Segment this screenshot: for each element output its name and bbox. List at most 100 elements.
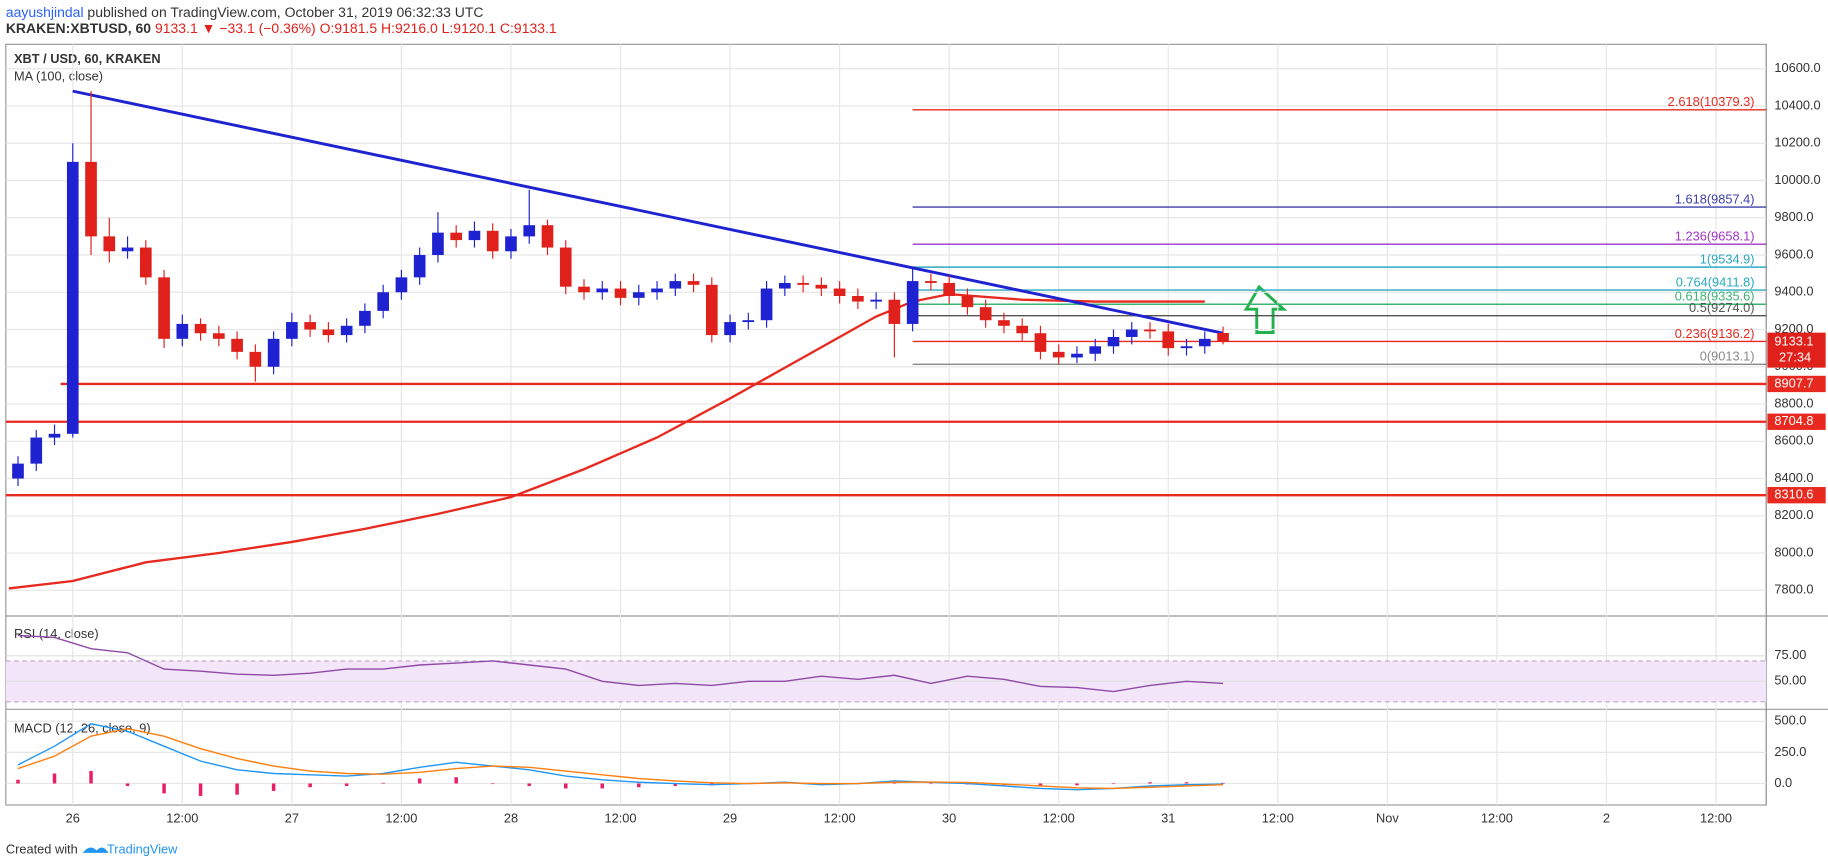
- fib-label: 0.5(9274.0): [1689, 300, 1755, 315]
- x-tick-label: 12:00: [824, 810, 856, 825]
- level-label-box: [1767, 375, 1826, 393]
- candle-body: [194, 323, 207, 334]
- macd-histogram-bar: [381, 782, 385, 784]
- macd-histogram-bar: [490, 783, 495, 785]
- macd-histogram-bar: [1038, 783, 1043, 786]
- x-tick-label: 31: [1161, 810, 1175, 825]
- candle-body: [286, 322, 298, 339]
- candle-body: [669, 281, 682, 289]
- macd-histogram-bar: [1148, 782, 1152, 784]
- candle-body: [450, 232, 463, 241]
- x-tick-label: 30: [942, 810, 956, 825]
- x-tick-label: 2: [1603, 810, 1610, 825]
- y-tick-label: 9800.0: [1774, 209, 1813, 224]
- macd-histogram-bar: [417, 778, 422, 784]
- header-line: aayushjindal published on TradingView.co…: [6, 4, 484, 20]
- candle-body: [322, 329, 335, 336]
- macd-histogram-bar: [527, 783, 531, 786]
- candle-body: [523, 225, 536, 237]
- candle-body: [1034, 333, 1047, 352]
- level-label: 8704.8: [1774, 413, 1813, 428]
- candle-body: [651, 288, 663, 293]
- x-tick-label: 12:00: [166, 810, 198, 825]
- level-label-box: [1767, 413, 1826, 430]
- candle-body: [103, 236, 116, 252]
- macd-histogram-bar: [271, 783, 276, 791]
- fib-label: 0.764(9411.8): [1676, 274, 1755, 289]
- candle-body: [30, 437, 43, 464]
- candle-body: [1107, 336, 1120, 347]
- up-arrow: [1243, 284, 1288, 334]
- candle-body: [48, 433, 61, 438]
- fib-label: 1(9534.9): [1700, 252, 1755, 267]
- y-tick-label: 8400.0: [1774, 470, 1813, 485]
- macd-histogram-bar: [198, 783, 203, 796]
- rsi-line: [17, 634, 1224, 693]
- ohlc: O:9181.5 H:9216.0 L:9120.1 C:9133.1: [320, 20, 557, 36]
- fib-label: 0.236(9136.2): [1675, 326, 1755, 341]
- candle-body: [267, 338, 280, 367]
- footer-brand: TradingView: [107, 842, 178, 857]
- x-tick-label: 12:00: [385, 810, 417, 825]
- macd-histogram-bar: [235, 783, 239, 795]
- macd-histogram-bar: [929, 783, 933, 785]
- candle-body: [998, 320, 1010, 326]
- candle-body: [596, 288, 609, 293]
- candle-body: [797, 282, 809, 285]
- candle-body: [888, 299, 901, 324]
- published: published on TradingView.com, October 31…: [87, 4, 483, 20]
- candle-body: [687, 281, 700, 285]
- fib-label: 1.236(9658.1): [1675, 229, 1755, 244]
- candle-body: [505, 236, 517, 252]
- candle-body: [359, 310, 371, 326]
- y-tick-label: 10000.0: [1774, 172, 1820, 187]
- candle-body: [1144, 329, 1156, 332]
- candle-body: [724, 322, 736, 336]
- y-tick-label: 10200.0: [1774, 135, 1820, 150]
- candle-body: [66, 161, 79, 434]
- macd-histogram-bar: [454, 777, 458, 784]
- y-tick-label: 8600.0: [1774, 433, 1813, 448]
- macd-histogram-bar: [673, 783, 678, 786]
- candle-body: [249, 351, 262, 367]
- footer-text: Created with: [6, 842, 78, 857]
- x-tick-label: 29: [723, 810, 737, 825]
- candle-body: [121, 247, 134, 252]
- candle-body: [377, 292, 389, 311]
- last-price-label: 9133.1: [1774, 333, 1813, 348]
- macd-tick-label: 250.0: [1774, 744, 1806, 759]
- y-tick-label: 10600.0: [1774, 60, 1820, 75]
- candle-body: [614, 288, 627, 298]
- y-tick-label: 9400.0: [1774, 284, 1813, 299]
- candle-body: [1198, 338, 1211, 347]
- y-tick-label: 8000.0: [1774, 544, 1813, 559]
- macd-histogram-bar: [308, 783, 312, 788]
- candle-body: [742, 320, 755, 323]
- ma-line: [8, 292, 1205, 590]
- last-price-box: [1767, 332, 1826, 368]
- macd-histogram-bar: [89, 771, 93, 784]
- macd-tick-label: 500.0: [1774, 713, 1806, 728]
- candle-body: [925, 281, 937, 283]
- symbol: KRAKEN:XBTUSD, 60: [6, 20, 151, 36]
- footer: Created with TradingView: [6, 842, 178, 857]
- candle-body: [85, 161, 97, 237]
- level-label: 8907.7: [1774, 375, 1813, 390]
- candle-body: [833, 288, 846, 296]
- macd-histogram-bar: [52, 773, 57, 784]
- candle-body: [1089, 346, 1102, 354]
- candle-body: [231, 338, 243, 352]
- candle-body: [1162, 331, 1175, 349]
- candle-body: [1016, 325, 1029, 334]
- candle-body: [304, 322, 316, 330]
- fib-label: 2.618(10379.3): [1668, 94, 1755, 109]
- fib-label: 0.618(9335.6): [1675, 289, 1755, 304]
- change: ▼ −33.1 (−0.36%): [202, 20, 316, 36]
- x-tick-label: 12:00: [1043, 810, 1075, 825]
- candle-body: [1180, 346, 1193, 349]
- macd-histogram-bar: [344, 783, 349, 786]
- trendline: [72, 89, 1224, 335]
- candle-body: [760, 288, 773, 321]
